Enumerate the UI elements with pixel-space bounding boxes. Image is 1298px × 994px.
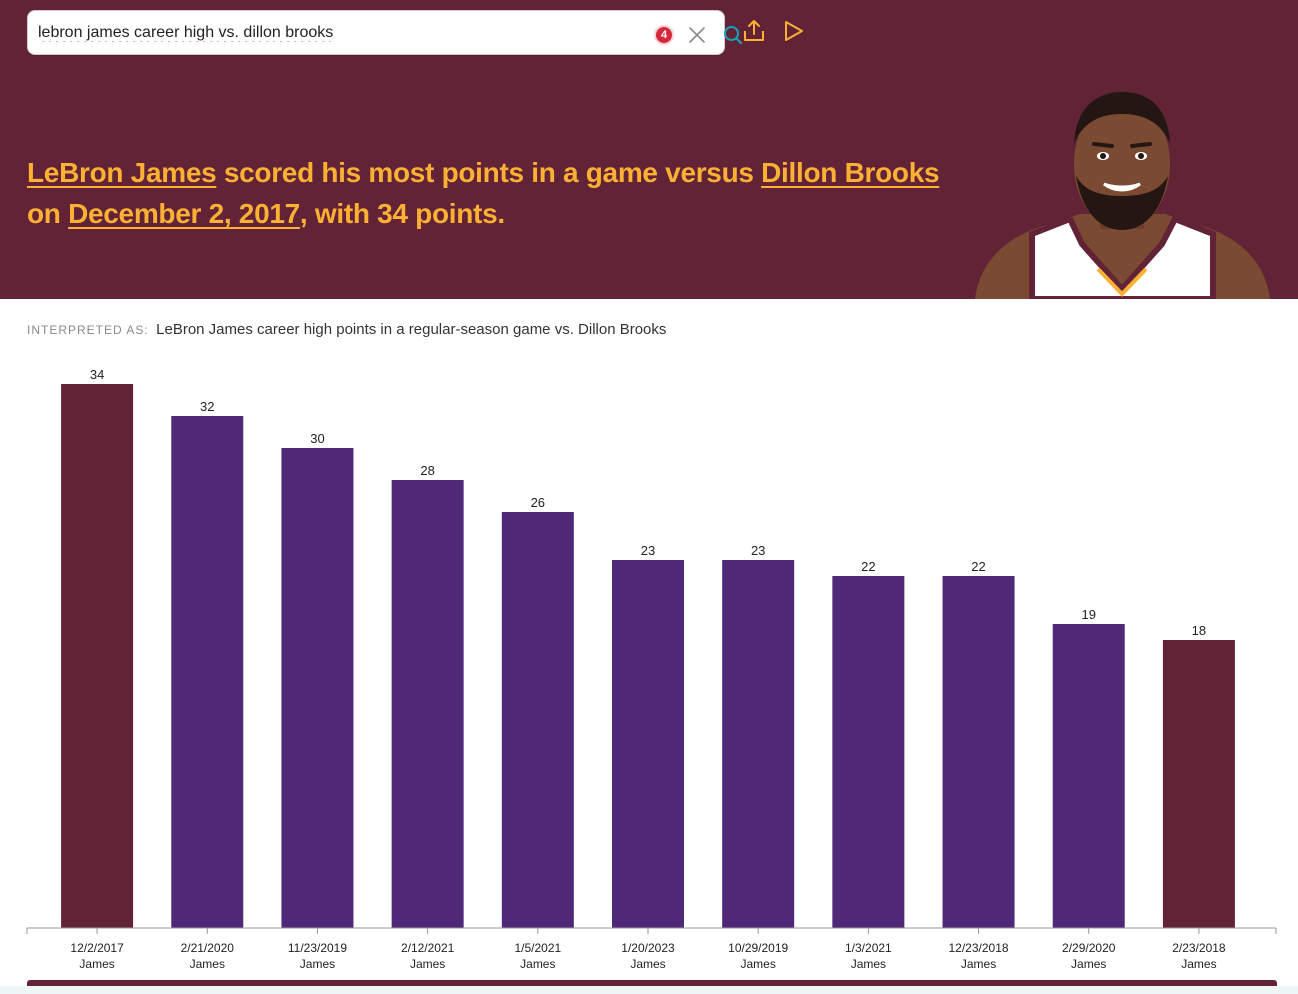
interpreted-label: INTERPRETED AS: [27,323,149,337]
bar-value-label: 28 [420,463,434,478]
bar-value-label: 22 [861,559,875,574]
search-bar: 4 [27,10,743,55]
headline-text-1: scored his most points in a game versus [216,157,762,188]
bar-value-label: 19 [1081,607,1095,622]
x-tick-label: 2/29/2020 [1062,941,1116,955]
x-sublabel: James [410,957,445,971]
interpreted-text: LeBron James career high points in a reg… [156,321,667,338]
x-tick-label: 1/3/2021 [845,941,892,955]
bar-value-label: 26 [531,495,545,510]
search-input[interactable] [38,11,618,54]
bar-value-label: 23 [751,543,765,558]
x-sublabel: James [851,957,886,971]
bar-1/3/2021[interactable] [832,576,905,928]
bottom-strip [27,980,1277,986]
x-tick-label: 2/12/2021 [401,941,455,955]
bar-12/2/2017[interactable] [61,384,134,928]
play-icon[interactable] [781,18,807,44]
bar-value-label: 23 [641,543,655,558]
bottom-fade [0,986,1298,994]
player-link[interactable]: LeBron James [27,157,217,188]
notification-badge[interactable]: 4 [654,25,674,45]
close-icon[interactable] [686,24,708,46]
headline-text-2: on [27,198,69,229]
x-tick-label: 2/23/2018 [1172,941,1226,955]
bar-value-label: 18 [1192,623,1206,638]
x-sublabel: James [630,957,665,971]
x-tick-label: 10/29/2019 [728,941,788,955]
x-tick-label: 12/2/2017 [70,941,124,955]
date-link[interactable]: December 2, 2017 [68,198,300,229]
player-avatar [975,92,1270,299]
headline: LeBron James scored his most points in a… [27,152,967,234]
headline-text-3: , with 34 points. [299,198,505,229]
bar-12/23/2018[interactable] [942,576,1015,928]
bar-1/5/2021[interactable] [501,512,574,928]
x-sublabel: James [1071,957,1106,971]
x-tick-label: 12/23/2018 [949,941,1009,955]
bar-value-label: 34 [90,367,104,382]
bar-2/12/2021[interactable] [391,480,464,928]
result-header: 4 LeBron James scored his most points in… [0,0,1298,299]
chart-svg: 34 12/2/2017 James 32 2/21/2020 James 30 11/23/… [26,367,1277,971]
bar-2/21/2020[interactable] [171,416,244,928]
bar-value-label: 22 [971,559,985,574]
bar-1/20/2023[interactable] [612,560,684,928]
x-sublabel: James [520,957,555,971]
interpreted-as: INTERPRETED AS: LeBron James career high… [27,321,666,339]
bar-2/23/2018[interactable] [1162,640,1235,928]
x-sublabel: James [741,957,776,971]
search-icon[interactable] [721,23,745,47]
x-sublabel: James [190,957,225,971]
x-sublabel: James [1181,957,1216,971]
bar-11/23/2019[interactable] [281,448,354,928]
x-tick-label: 1/5/2021 [514,941,561,955]
x-sublabel: James [79,957,114,971]
bar-10/29/2019[interactable] [722,560,795,928]
bar-value-label: 30 [310,431,324,446]
share-icon[interactable] [741,18,767,44]
opponent-link[interactable]: Dillon Brooks [761,157,940,188]
points-bar-chart: 34 12/2/2017 James 32 2/21/2020 James 30 11/23/… [0,345,1298,985]
x-tick-label: 2/21/2020 [181,941,235,955]
x-sublabel: James [961,957,996,971]
bar-value-label: 32 [200,399,214,414]
x-tick-label: 1/20/2023 [621,941,675,955]
x-sublabel: James [300,957,335,971]
x-tick-label: 11/23/2019 [288,941,347,955]
bar-2/29/2020[interactable] [1052,624,1125,928]
